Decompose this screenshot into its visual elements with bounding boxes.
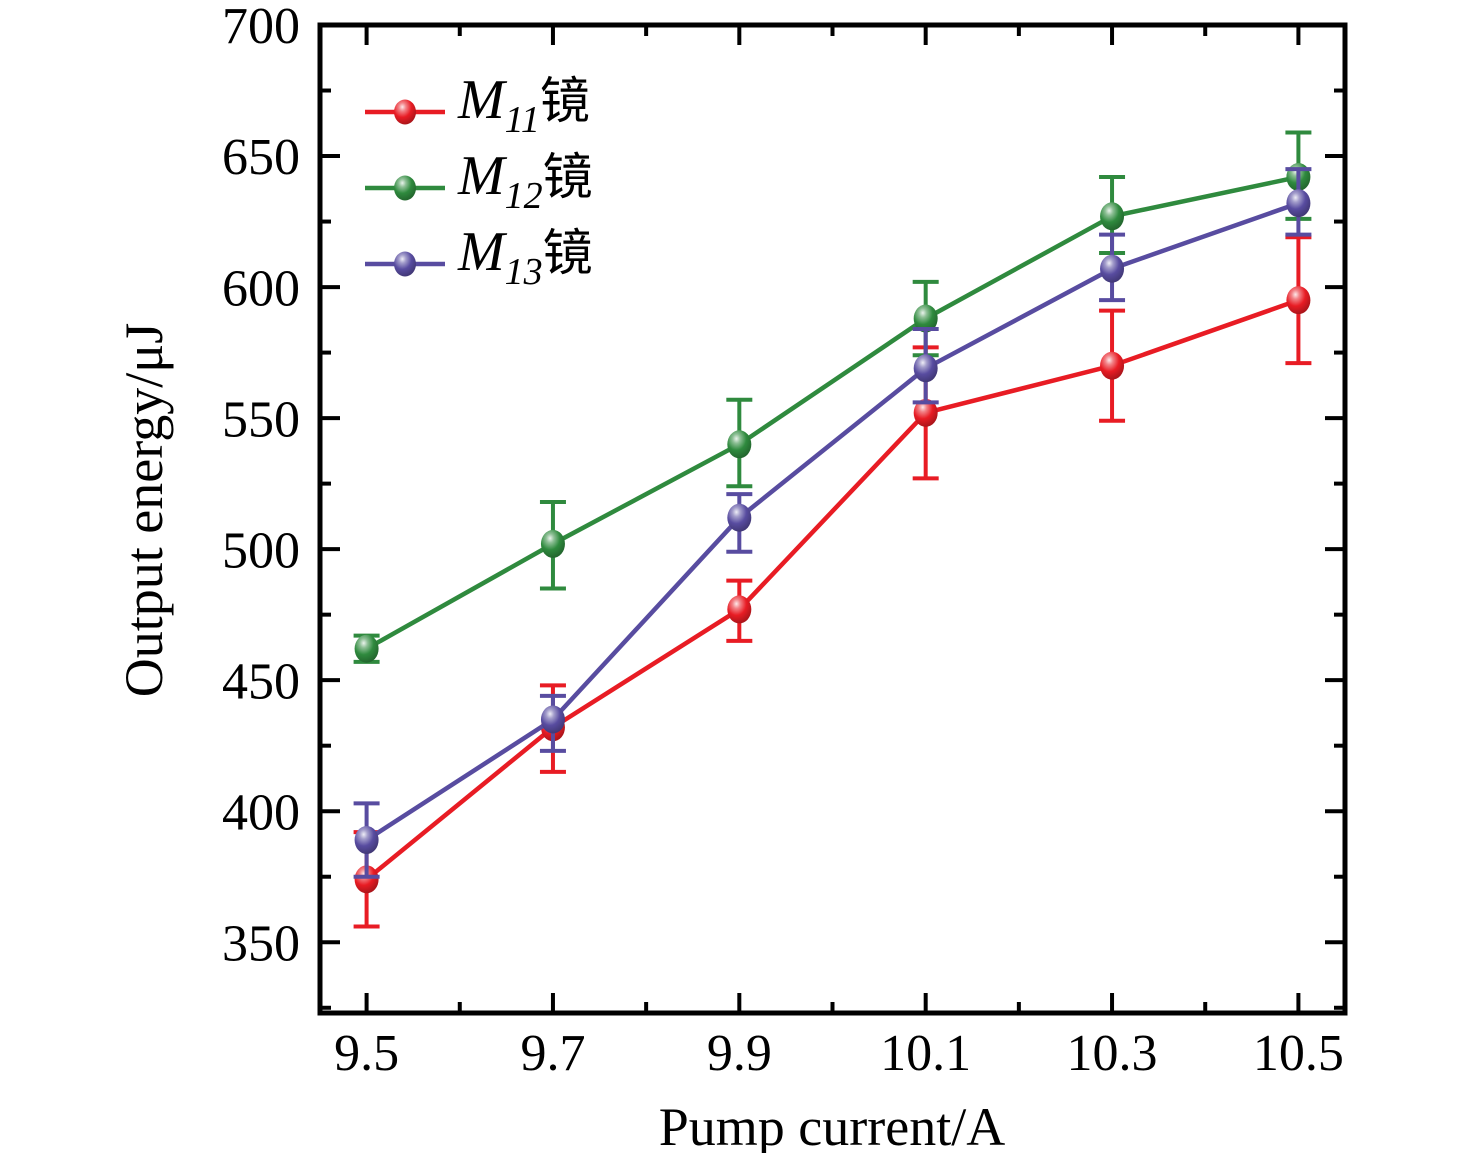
x-tick-label: 10.1 xyxy=(880,1025,971,1082)
data-point-M12-9.9 xyxy=(727,430,752,459)
data-point-M11-9.9 xyxy=(727,595,752,624)
series-line xyxy=(365,174,1299,651)
axis-ticks xyxy=(320,23,1345,1013)
legend-marker xyxy=(394,251,416,277)
data-point-M11-10.5 xyxy=(1286,286,1311,315)
series-M12 xyxy=(353,130,1312,664)
x-axis-title: Pump current/A xyxy=(659,1097,1005,1153)
legend-marker xyxy=(394,99,416,125)
data-point-M11-9.5 xyxy=(354,865,379,894)
data-point-M12-10.3 xyxy=(1100,202,1125,231)
y-tick-label: 350 xyxy=(222,915,300,972)
legend-label: M11镜 xyxy=(457,69,590,141)
y-axis-title: Output energy/μJ xyxy=(114,323,174,697)
legend-label: M12镜 xyxy=(457,145,593,217)
data-point-M12-9.7 xyxy=(540,529,565,558)
data-point-M13-10.3 xyxy=(1100,254,1125,283)
data-point-M13-10.1 xyxy=(913,354,938,383)
y-tick-label: 500 xyxy=(222,522,300,579)
y-tick-label: 700 xyxy=(222,0,300,55)
series-line xyxy=(365,298,1300,882)
x-tick-label: 9.5 xyxy=(334,1025,399,1082)
x-tick-label: 9.9 xyxy=(707,1025,772,1082)
data-point-M13-10.5 xyxy=(1286,189,1311,218)
data-point-M12-9.5 xyxy=(354,634,379,663)
x-tick-label: 10.3 xyxy=(1067,1025,1158,1082)
x-tick-label: 10.5 xyxy=(1253,1025,1344,1082)
data-point-M11-10.1 xyxy=(913,398,938,427)
data-point-M13-9.5 xyxy=(354,826,379,855)
y-tick-label: 400 xyxy=(222,784,300,841)
legend-item-M11: M11镜 xyxy=(365,69,590,141)
x-tick-label: 9.7 xyxy=(520,1025,585,1082)
data-point-M13-9.7 xyxy=(540,705,565,734)
series-M13 xyxy=(353,167,1312,879)
y-tick-label: 600 xyxy=(222,260,300,317)
y-tick-label: 650 xyxy=(222,129,300,186)
y-tick-label: 450 xyxy=(222,653,300,710)
error-bars xyxy=(353,235,1312,929)
data-point-M11-10.3 xyxy=(1100,351,1125,380)
legend-item-M12: M12镜 xyxy=(365,145,593,217)
series-M11 xyxy=(353,235,1312,929)
data-point-M12-10.1 xyxy=(913,304,938,333)
series-line xyxy=(365,201,1300,842)
data-point-M13-9.9 xyxy=(727,503,752,532)
tick-labels: 9.5 9.7 9.9 10.1 10.3 10.5 350 400 450 500 550 600 6… xyxy=(222,0,1344,1082)
error-bars xyxy=(353,130,1312,664)
legend-item-M13: M13镜 xyxy=(365,221,593,293)
y-tick-label: 550 xyxy=(222,391,300,448)
legend-label: M13镜 xyxy=(457,221,593,293)
legend-marker xyxy=(394,175,416,201)
